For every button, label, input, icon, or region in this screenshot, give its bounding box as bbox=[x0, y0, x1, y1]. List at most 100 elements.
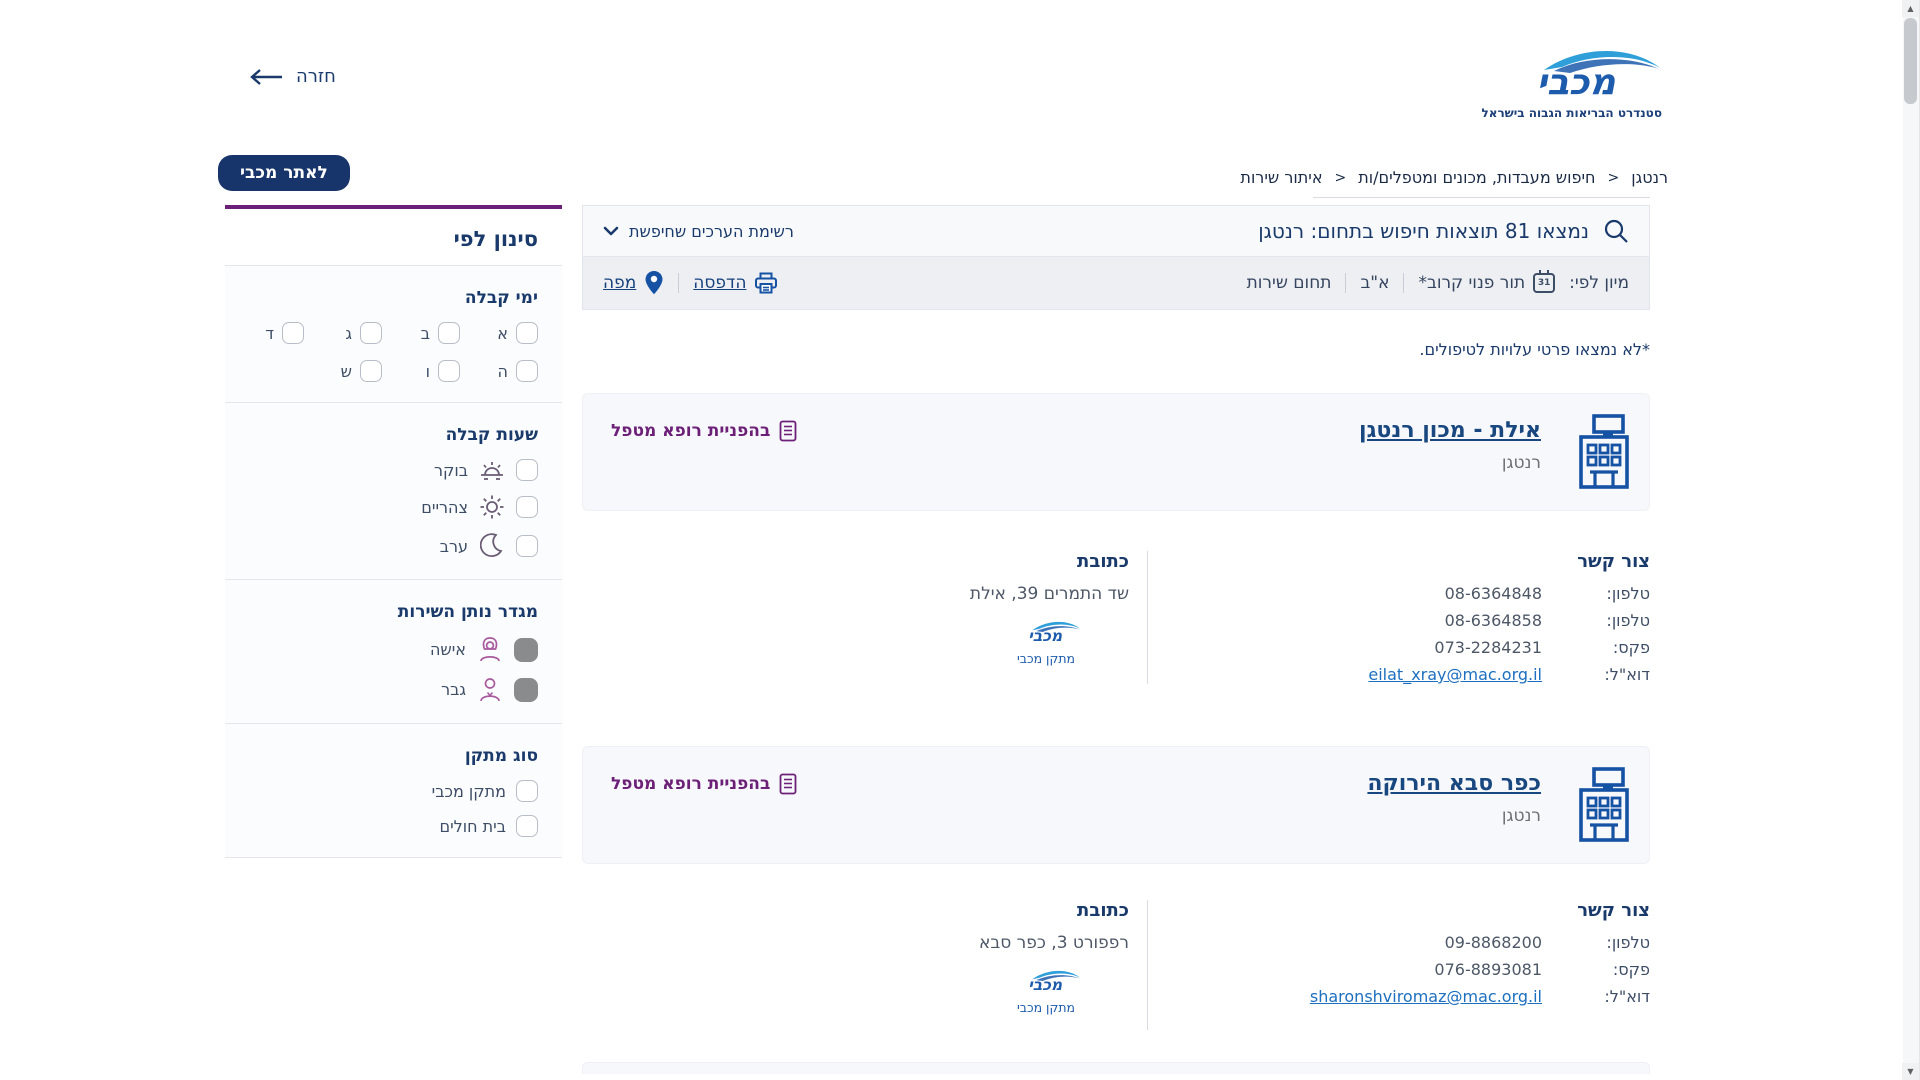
day-label: א bbox=[497, 323, 508, 343]
checkbox-morning[interactable] bbox=[516, 459, 538, 481]
search-summary: נמצאו 81 תוצאות חיפוש בתחום: רנטגן bbox=[1258, 218, 1629, 244]
sort-option-alphabetical[interactable]: א"ב bbox=[1360, 273, 1390, 293]
address-text: שד התמרים 39, אילת bbox=[969, 584, 1129, 604]
maccabi-mini-logo: מכבי bbox=[1028, 621, 1081, 645]
breadcrumb-item-labs-search[interactable]: חיפוש מעבדות, מכונים ומטפלים/ות bbox=[1358, 168, 1596, 187]
breadcrumb-divider bbox=[1313, 197, 1650, 198]
maccabi-site-button[interactable]: לאתר מכבי bbox=[218, 155, 350, 191]
noon-label: צהריים bbox=[421, 497, 468, 517]
sort-by-label: מיון לפי: bbox=[1569, 273, 1629, 293]
maccabi-facility-badge: מכבי מתקן מכבי bbox=[1003, 967, 1089, 1015]
filter-row-man: גבר bbox=[249, 676, 538, 703]
evening-label: ערב bbox=[439, 536, 468, 556]
checkbox-woman[interactable] bbox=[514, 637, 538, 662]
checkbox-day-saturday[interactable] bbox=[360, 360, 382, 382]
referral-document-icon bbox=[779, 773, 797, 795]
contact-row-phone: טלפון: 09-8868200 bbox=[1222, 933, 1650, 952]
checkbox-day-friday[interactable] bbox=[438, 360, 460, 382]
result-details-eilat: צור קשר טלפון: 08-6364848 טלפון: 08-6364… bbox=[582, 551, 1650, 684]
sort-nearest-label: תור פנוי קרוב* bbox=[1418, 273, 1526, 293]
scroll-down-arrow-icon[interactable]: ▼ bbox=[1902, 1063, 1919, 1080]
checkbox-day-monday[interactable] bbox=[438, 322, 460, 344]
referral-note: בהפניית רופא מטפל bbox=[611, 420, 797, 442]
phone-label: טלפון: bbox=[1606, 611, 1650, 630]
email-label: דוא"ל: bbox=[1604, 665, 1650, 684]
facility-tag-label: מתקן מכבי bbox=[1016, 651, 1076, 666]
checkbox-day-sunday[interactable] bbox=[516, 322, 538, 344]
searched-values-toggle[interactable]: רשימת הערכים שחיפשת bbox=[603, 222, 794, 241]
result-card-kfar-saba: כפר סבא הירוקה רנטגן בהפניית רופא מטפל bbox=[582, 746, 1650, 864]
breadcrumb-item-current: רנטגן bbox=[1631, 168, 1668, 187]
actions-divider bbox=[678, 273, 680, 293]
back-arrow-icon bbox=[250, 68, 282, 85]
filter-sidebar: סינון לפי ימי קבלה א ב ג ד ה ו ש שעות ק bbox=[225, 205, 562, 858]
breadcrumb: איתור שירות > חיפוש מעבדות, מכונים ומטפל… bbox=[1240, 168, 1668, 187]
facility-name-link[interactable]: כפר סבא הירוקה bbox=[1367, 771, 1541, 796]
phone-value: 08-6364848 bbox=[1444, 584, 1542, 603]
sort-option-service-domain[interactable]: תחום שירות bbox=[1246, 273, 1332, 293]
referral-document-icon bbox=[779, 420, 797, 442]
checkbox-evening[interactable] bbox=[516, 535, 538, 557]
day-label: ה bbox=[497, 361, 508, 381]
filter-section-days: ימי קבלה א ב ג ד ה ו ש bbox=[225, 266, 562, 403]
toolbar-actions: הדפסה מפה bbox=[603, 270, 778, 296]
map-link[interactable]: מפה bbox=[603, 270, 664, 296]
facility-category: רנטגן bbox=[1501, 453, 1541, 473]
gender-section-title: מגדר נותן השירות bbox=[397, 602, 538, 622]
contact-row-fax: פקס: 073-2284231 bbox=[1222, 638, 1650, 657]
address-title: כתובת bbox=[1077, 900, 1129, 921]
sort-options: מיון לפי: 31 תור פנוי קרוב* א"ב תחום שיר… bbox=[1246, 270, 1629, 293]
email-link[interactable]: sharonshviromaz@mac.org.il bbox=[1309, 987, 1542, 1006]
maccabi-facility-badge: מכבי מתקן מכבי bbox=[1003, 618, 1089, 666]
sort-divider bbox=[1345, 273, 1347, 293]
breadcrumb-item-service-locator[interactable]: איתור שירות bbox=[1240, 168, 1323, 187]
sunrise-icon bbox=[478, 459, 506, 481]
scrollbar-thumb[interactable] bbox=[1904, 18, 1917, 104]
result-details-kfar-saba: צור קשר טלפון: 09-8868200 פקס: 076-88930… bbox=[582, 900, 1650, 1030]
logo-brand-text: מכבי bbox=[1537, 62, 1617, 100]
checkbox-day-tuesday[interactable] bbox=[360, 322, 382, 344]
print-link[interactable]: הדפסה bbox=[693, 272, 778, 294]
hospital-label: בית חולים bbox=[439, 816, 506, 836]
filter-row-morning: בוקר bbox=[249, 459, 538, 481]
contact-row-email: דוא"ל: eilat_xray@mac.org.il bbox=[1222, 665, 1650, 684]
sun-icon bbox=[478, 494, 506, 520]
referral-label: בהפניית רופא מטפל bbox=[611, 421, 771, 441]
filter-section-facility-type: סוג מתקן מתקן מכבי בית חולים bbox=[225, 724, 562, 858]
hours-section-title: שעות קבלה bbox=[445, 425, 538, 445]
email-label: דוא"ל: bbox=[1604, 987, 1650, 1006]
days-section-title: ימי קבלה bbox=[464, 288, 538, 308]
phone-label: טלפון: bbox=[1606, 933, 1650, 952]
checkbox-noon[interactable] bbox=[516, 496, 538, 518]
contact-row-phone: טלפון: 08-6364858 bbox=[1222, 611, 1650, 630]
filter-row-woman: אישה bbox=[249, 636, 538, 663]
checkbox-hospital[interactable] bbox=[516, 815, 538, 837]
map-pin-icon bbox=[645, 271, 663, 295]
vertical-scrollbar[interactable]: ▲ ▼ bbox=[1902, 0, 1920, 1080]
logo-tagline: סטנדרט הבריאות הגבוה בישראל bbox=[1481, 106, 1662, 120]
day-label: ד bbox=[265, 323, 274, 343]
email-link[interactable]: eilat_xray@mac.org.il bbox=[1368, 665, 1542, 684]
contact-row-email: דוא"ל: sharonshviromaz@mac.org.il bbox=[1222, 987, 1650, 1006]
facility-tag-label: מתקן מכבי bbox=[1016, 1000, 1076, 1015]
back-label: חזרה bbox=[296, 66, 336, 87]
back-link[interactable]: חזרה bbox=[250, 66, 336, 87]
woman-label: אישה bbox=[429, 640, 466, 659]
printer-icon bbox=[755, 272, 778, 294]
checkbox-man[interactable] bbox=[514, 677, 538, 702]
checkbox-day-wednesday[interactable] bbox=[282, 322, 304, 344]
day-label: ג bbox=[345, 323, 352, 343]
checkbox-day-thursday[interactable] bbox=[516, 360, 538, 382]
facility-section-title: סוג מתקן bbox=[464, 746, 538, 766]
fax-label: פקס: bbox=[1612, 638, 1650, 657]
day-label: ו bbox=[425, 361, 430, 381]
filter-section-hours: שעות קבלה bbox=[225, 403, 562, 580]
facility-name-link[interactable]: אילת - מכון רנטגן bbox=[1359, 418, 1541, 443]
scroll-up-arrow-icon[interactable]: ▲ bbox=[1902, 0, 1919, 17]
fax-label: פקס: bbox=[1612, 960, 1650, 979]
morning-label: בוקר bbox=[434, 460, 468, 480]
filter-row-maccabi-facility: מתקן מכבי bbox=[249, 780, 538, 802]
sort-option-nearest-appointment[interactable]: 31 תור פנוי קרוב* bbox=[1418, 270, 1556, 293]
chevron-down-icon bbox=[603, 226, 619, 236]
checkbox-maccabi-facility[interactable] bbox=[516, 780, 538, 802]
